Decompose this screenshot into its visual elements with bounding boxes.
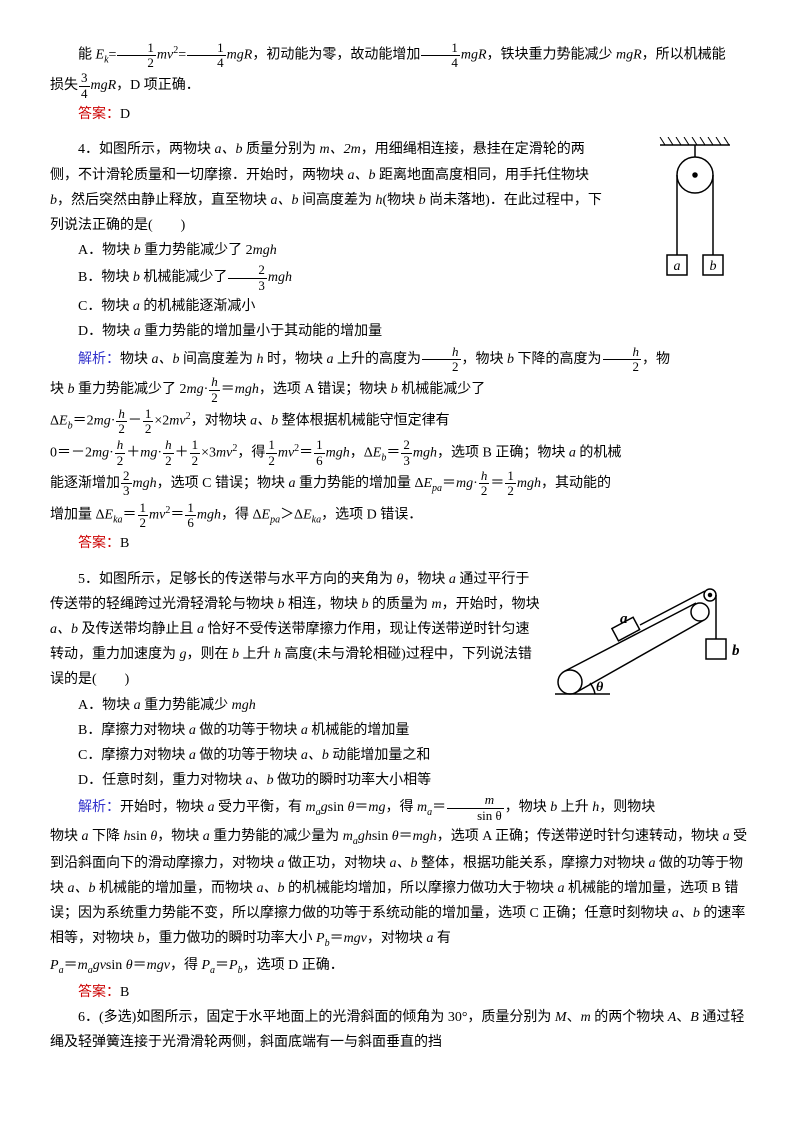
q5-stem: 5．如图所示，足够长的传送带与水平方向的夹角为 θ，物块 a 通过平行于传送带的… (50, 567, 540, 693)
q5-ana-1: 解析：开始时，物块 a 受力平衡，有 magsin θ＝mg，得 ma＝msin… (50, 793, 750, 824)
q4-figure: a b (640, 137, 750, 297)
svg-text:b: b (710, 259, 717, 274)
q4-optC: C．物块 a 的机械能逐渐减小 (50, 294, 610, 319)
q4-ana-4: 增加量 ΔEka＝12mv2＝16mgh，得 ΔEpa＞ΔEka，选项 D 错误… (50, 500, 750, 531)
q6-stem: 6．(多选)如图所示，固定于水平地面上的光滑斜面的倾角为 30°，质量分别为 M… (50, 1005, 750, 1055)
svg-text:b: b (732, 643, 740, 659)
q5-figure: a b θ (550, 577, 750, 707)
q5-optB: B．摩擦力对物块 a 做的功等于物块 a 机械能的增加量 (50, 718, 750, 743)
q4-ana-3: 能逐渐增加23mgh，选项 C 错误；物块 a 重力势能的增加量 ΔEpa＝mg… (50, 469, 750, 500)
q5-ana-3: Pa＝magvsin θ＝mgv，得 Pa＝Pb，选项 D 正确． (50, 953, 750, 980)
q4-ana-2: 块 b 重力势能减少了 2mg·h2＝mgh，选项 A 错误；物块 b 机械能减… (50, 375, 750, 406)
q4: a b 4．如图所示，两物块 a、b 质量分别为 m、2m，用细绳相连接，悬挂在… (50, 137, 750, 344)
q5-ana-2: ，物块 物块 a 下降 hsin θ，物块 a 重力势能的减少量为 maghsi… (50, 824, 750, 953)
q4-optD: D．物块 a 重力势能的增加量小于其动能的增加量 (50, 319, 610, 344)
q4-ana-1: 解析：物块 a、b 间高度差为 h 时，物块 a 上升的高度为h2，物块 b 下… (50, 345, 750, 376)
q5-answer: 答案：B (50, 980, 750, 1005)
q4-answer: 答案：B (50, 531, 750, 556)
q3-tail-line2: 损失34mgR，D 项正确． (50, 71, 750, 102)
q5: a b θ 5．如图所示，足够长的传送带与水平方向的夹角为 θ，物块 a 通过平… (50, 567, 750, 693)
q4-optB: B．物块 b 机械能减少了23mgh (50, 263, 610, 294)
q5-optC: C．摩擦力对物块 a 做的功等于物块 a、b 动能增加量之和 (50, 743, 750, 768)
q4-stem: 4．如图所示，两物块 a、b 质量分别为 m、2m，用细绳相连接，悬挂在定滑轮的… (50, 137, 610, 238)
svg-text:a: a (620, 611, 628, 627)
svg-text:θ: θ (596, 680, 604, 695)
svg-text:a: a (674, 259, 681, 274)
q3-answer: 答案：D (50, 102, 750, 127)
q4-optA: A．物块 b 重力势能减少了 2mgh (50, 238, 610, 263)
q3-tail-line1: 能 Ek=12mv2=14mgR，初动能为零，故动能增加14mgR，铁块重力势能… (50, 40, 750, 71)
q5-optD: D．任意时刻，重力对物块 a、b 做功的瞬时功率大小相等 (50, 768, 750, 793)
q4-ana-eq1: ΔEb＝2mg·h2－12×2mv2，对物块 a、b 整体根据机械能守恒定律有 (50, 406, 750, 437)
q4-ana-eq2: 0＝－2mg·h2＋mg·h2＋12×3mv2，得12mv2＝16mgh，ΔEb… (50, 438, 750, 469)
